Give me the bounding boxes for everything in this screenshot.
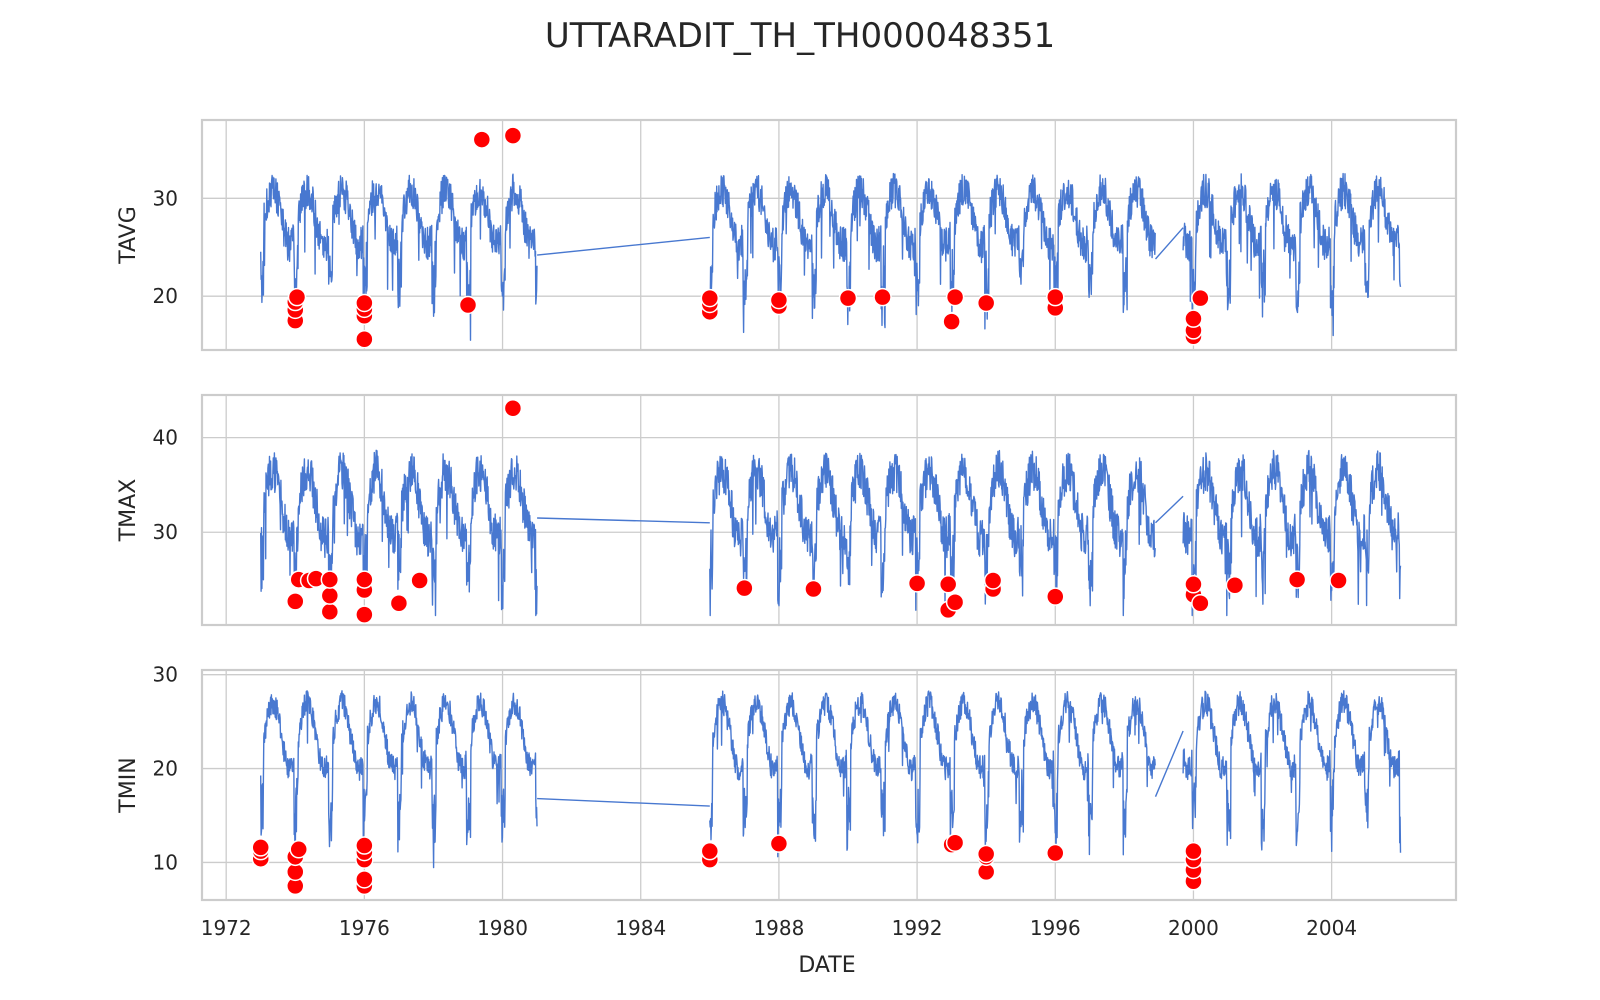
outlier-point (938, 575, 958, 594)
axes-frame (200, 118, 1458, 352)
outlier-point (976, 844, 996, 864)
x-tick-label: 1976 (339, 916, 390, 940)
outlier-point (1184, 841, 1203, 861)
outlier-point (355, 293, 374, 313)
outlier-point (320, 570, 340, 589)
y-axis-label: TMIN (116, 757, 141, 813)
outlier-point (1191, 593, 1210, 613)
y-tick-label: 20 (153, 284, 178, 308)
x-tick-label: 1972 (201, 916, 252, 940)
outlier-point (942, 312, 961, 331)
outlier-point (410, 571, 429, 590)
y-tick-label: 40 (153, 426, 178, 450)
outlier-point (503, 399, 523, 418)
y-tick-label: 10 (153, 850, 178, 874)
subplots: 20 30 TAVG 30 40 TMAX 10 20 30 TMIN (116, 118, 1458, 902)
series-line (260, 172, 1402, 341)
outlier-point (1046, 287, 1065, 307)
outlier-point (700, 288, 720, 308)
outlier-point (355, 870, 374, 889)
y-tick-label: 30 (153, 663, 178, 687)
outlier-point (289, 840, 308, 859)
outlier-point (320, 586, 340, 605)
y-tick-label: 30 (153, 186, 178, 210)
outlier-point (1184, 309, 1203, 328)
outlier-point (907, 574, 927, 593)
outlier-point (472, 130, 492, 149)
outlier-point (503, 126, 523, 145)
outlier-point (804, 579, 823, 599)
series-line (260, 690, 1402, 869)
outlier-point (355, 570, 374, 589)
outlier-point (838, 288, 858, 308)
series-line (260, 449, 1402, 617)
outlier-point (1046, 843, 1065, 863)
outlier-point (873, 287, 892, 307)
outlier-point (976, 293, 996, 313)
outlier-point (945, 593, 965, 612)
outlier-point (251, 838, 270, 857)
outlier-point (355, 836, 374, 855)
outlier-point (287, 287, 307, 307)
x-tick-label: 1992 (892, 916, 943, 940)
outlier-point (355, 329, 374, 349)
axes-frame (200, 393, 1458, 627)
x-axis: 1972 1976 1980 1984 1988 1992 1996 2000 2004 (201, 916, 1357, 940)
outlier-point (1184, 575, 1203, 594)
outlier-point (1191, 288, 1210, 308)
subplot-tmax: 30 40 TMAX (116, 393, 1458, 627)
outlier-point (1287, 570, 1307, 589)
outlier-point (320, 602, 340, 621)
outlier-point (286, 592, 305, 611)
outlier-point (945, 833, 965, 852)
x-tick-label: 1988 (753, 916, 804, 940)
axes-frame (200, 668, 1458, 902)
x-tick-label: 1996 (1030, 916, 1081, 940)
outlier-point (769, 834, 789, 853)
outlier-point (769, 290, 789, 310)
y-axis-label: TMAX (116, 479, 141, 543)
outlier-point (735, 578, 754, 598)
outlier-point (983, 571, 1003, 590)
outlier-point (1046, 587, 1065, 606)
y-tick-label: 20 (153, 757, 178, 781)
chart-title: UTTARADIT_TH_TH000048351 (545, 16, 1055, 56)
subplot-tmin: 10 20 30 TMIN (116, 663, 1458, 902)
outlier-point (389, 593, 409, 613)
outlier-point (1225, 575, 1245, 595)
subplot-tavg: 20 30 TAVG (116, 118, 1458, 352)
y-tick-label: 30 (153, 520, 178, 544)
outlier-point (355, 605, 374, 624)
x-tick-label: 2004 (1306, 916, 1357, 940)
y-axis-label: TAVG (116, 206, 141, 264)
x-tick-label: 1980 (477, 916, 528, 940)
x-tick-label: 1984 (615, 916, 666, 940)
outlier-point (945, 287, 965, 307)
x-tick-label: 2000 (1168, 916, 1219, 940)
x-axis-label: DATE (798, 953, 855, 978)
outlier-point (458, 295, 478, 315)
outlier-point (700, 841, 720, 861)
outlier-point (1329, 571, 1348, 590)
